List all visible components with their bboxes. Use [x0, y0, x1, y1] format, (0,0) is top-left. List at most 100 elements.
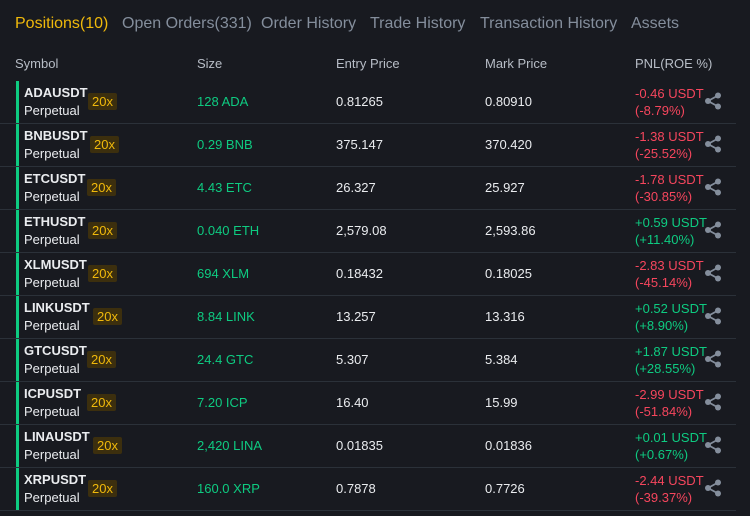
table-row[interactable]: GTCUSDT Perpetual 20x 24.4 GTC 5.307 5.384 +1.…: [0, 338, 736, 382]
table-header: Symbol Size Entry Price Mark Price PNL(R…: [0, 54, 750, 78]
contract-type: Perpetual: [24, 189, 80, 204]
symbol-name[interactable]: ADAUSDT: [24, 85, 88, 100]
column-header-size: Size: [197, 56, 223, 71]
table-row[interactable]: XLMUSDT Perpetual 20x 694 XLM 0.18432 0.18025…: [0, 252, 736, 296]
roe-value: (-45.14%): [635, 275, 693, 290]
pnl-cell: +0.01 USDT (+0.67%): [635, 429, 707, 463]
share-icon[interactable]: [703, 435, 723, 455]
symbol-name[interactable]: ICPUSDT: [24, 386, 82, 401]
long-position-indicator: [16, 382, 19, 424]
symbol-name[interactable]: ETHUSDT: [24, 214, 86, 229]
symbol-name[interactable]: XLMUSDT: [24, 257, 87, 272]
position-size: 0.040 ETH: [197, 223, 260, 238]
tab-trade-history[interactable]: Trade History: [370, 15, 466, 32]
position-tabs: Positions(10) Open Orders(331) Order His…: [0, 0, 750, 50]
tab-order-history[interactable]: Order History: [261, 15, 357, 32]
position-size: 128 ADA: [197, 94, 249, 109]
symbol-name[interactable]: GTCUSDT: [24, 343, 87, 358]
table-row[interactable]: XRPUSDT Perpetual 20x 160.0 XRP 0.7878 0.7726…: [0, 467, 736, 511]
long-position-indicator: [16, 253, 19, 295]
tab-transaction-history[interactable]: Transaction History: [480, 15, 618, 32]
symbol-name[interactable]: BNBUSDT: [24, 128, 88, 143]
long-position-indicator: [16, 339, 19, 381]
long-position-indicator: [16, 124, 19, 166]
leverage-badge[interactable]: 20x: [93, 437, 122, 454]
mark-price: 0.7726: [485, 481, 525, 496]
long-position-indicator: [16, 210, 19, 252]
leverage-badge[interactable]: 20x: [93, 308, 122, 325]
roe-value: (-30.85%): [635, 189, 693, 204]
entry-price: 0.7878: [336, 481, 376, 496]
leverage-badge[interactable]: 20x: [88, 265, 117, 282]
pnl-cell: -2.99 USDT (-51.84%): [635, 386, 704, 420]
share-icon[interactable]: [703, 177, 723, 197]
long-position-indicator: [16, 425, 19, 467]
pnl-value: -2.44 USDT: [635, 473, 704, 488]
leverage-badge[interactable]: 20x: [87, 179, 116, 196]
share-icon[interactable]: [703, 392, 723, 412]
leverage-badge[interactable]: 20x: [88, 222, 117, 239]
tab-positions[interactable]: Positions(10): [15, 15, 109, 32]
share-icon[interactable]: [703, 263, 723, 283]
column-header-entry-price: Entry Price: [336, 56, 400, 71]
pnl-value: +0.59 USDT: [635, 215, 707, 230]
table-row[interactable]: ADAUSDT Perpetual 20x 128 ADA 0.81265 0.80910…: [0, 80, 736, 124]
contract-type: Perpetual: [24, 275, 80, 290]
table-row[interactable]: LINAUSDT Perpetual 20x 2,420 LINA 0.01835 0.0…: [0, 424, 736, 468]
mark-price: 0.01836: [485, 438, 532, 453]
share-icon[interactable]: [703, 349, 723, 369]
pnl-value: -1.78 USDT: [635, 172, 704, 187]
symbol-name[interactable]: LINAUSDT: [24, 429, 90, 444]
leverage-badge[interactable]: 20x: [88, 480, 117, 497]
roe-value: (-39.37%): [635, 490, 693, 505]
leverage-badge[interactable]: 20x: [90, 136, 119, 153]
share-icon[interactable]: [703, 478, 723, 498]
roe-value: (+0.67%): [635, 447, 689, 462]
share-icon[interactable]: [703, 134, 723, 154]
contract-type: Perpetual: [24, 232, 80, 247]
share-icon[interactable]: [703, 306, 723, 326]
entry-price: 13.257: [336, 309, 376, 324]
symbol-name[interactable]: ETCUSDT: [24, 171, 86, 186]
entry-price: 0.81265: [336, 94, 383, 109]
entry-price: 0.01835: [336, 438, 383, 453]
pnl-cell: +0.59 USDT (+11.40%): [635, 214, 707, 248]
pnl-value: +0.01 USDT: [635, 430, 707, 445]
contract-type: Perpetual: [24, 490, 80, 505]
pnl-value: +0.52 USDT: [635, 301, 707, 316]
table-row[interactable]: ETCUSDT Perpetual 20x 4.43 ETC 26.327 25.927 -…: [0, 166, 736, 210]
leverage-badge[interactable]: 20x: [88, 93, 117, 110]
share-icon[interactable]: [703, 220, 723, 240]
table-row[interactable]: BNBUSDT Perpetual 20x 0.29 BNB 375.147 370.42…: [0, 123, 736, 167]
column-header-mark-price: Mark Price: [485, 56, 548, 71]
tab-assets[interactable]: Assets: [631, 15, 680, 32]
position-size: 694 XLM: [197, 266, 250, 281]
table-row[interactable]: LINKUSDT Perpetual 20x 8.84 LINK 13.257 13.31…: [0, 295, 736, 339]
position-size: 7.20 ICP: [197, 395, 248, 410]
mark-price: 5.384: [485, 352, 518, 367]
long-position-indicator: [16, 468, 19, 510]
position-size: 24.4 GTC: [197, 352, 254, 367]
roe-value: (-8.79%): [635, 103, 685, 118]
roe-value: (+28.55%): [635, 361, 696, 376]
symbol-name[interactable]: XRPUSDT: [24, 472, 87, 487]
symbol-name[interactable]: LINKUSDT: [24, 300, 90, 315]
contract-type: Perpetual: [24, 361, 80, 376]
leverage-badge[interactable]: 20x: [87, 351, 116, 368]
table-row[interactable]: ICPUSDT Perpetual 20x 7.20 ICP 16.40 15.99 -2.…: [0, 381, 736, 425]
contract-type: Perpetual: [24, 103, 80, 118]
leverage-badge[interactable]: 20x: [87, 394, 116, 411]
position-size: 4.43 ETC: [197, 180, 252, 195]
share-icon[interactable]: [703, 91, 723, 111]
pnl-value: -2.83 USDT: [635, 258, 704, 273]
pnl-cell: -1.38 USDT (-25.52%): [635, 128, 704, 162]
pnl-cell: +0.52 USDT (+8.90%): [635, 300, 707, 334]
column-header-symbol: Symbol: [15, 56, 59, 71]
position-size: 0.29 BNB: [197, 137, 253, 152]
table-row[interactable]: ETHUSDT Perpetual 20x 0.040 ETH 2,579.08 2,59…: [0, 209, 736, 253]
tab-open-orders[interactable]: Open Orders(331): [122, 15, 252, 32]
contract-type: Perpetual: [24, 146, 80, 161]
mark-price: 25.927: [485, 180, 525, 195]
position-size: 8.84 LINK: [197, 309, 255, 324]
mark-price: 15.99: [485, 395, 518, 410]
